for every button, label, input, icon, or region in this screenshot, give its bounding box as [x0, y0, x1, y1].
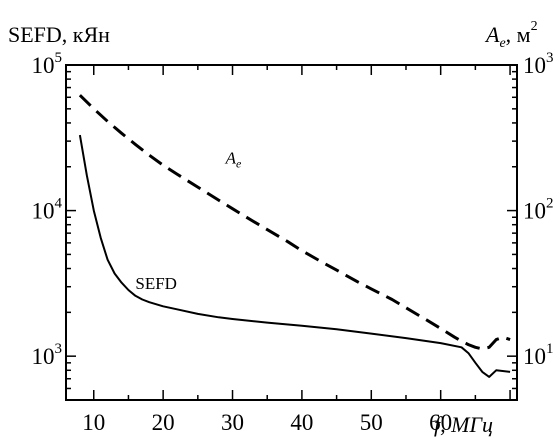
- tick-labels: 10 20 30 40 50 60 103 104 105 101 102 103: [32, 50, 554, 435]
- y-axis-right-title-sup: 2: [531, 19, 538, 34]
- x-tick-label: 40: [290, 410, 313, 435]
- y-axis-left-title: SEFD, кЯн: [8, 22, 110, 47]
- x-tick-label: 30: [221, 410, 244, 435]
- plot-frame: [65, 64, 518, 401]
- y-axis-right-title-unit: , м: [506, 22, 531, 47]
- x-tick-label: 60: [429, 410, 452, 435]
- y-right-tick-label: 103: [523, 50, 554, 78]
- series-line-sefd: [78, 134, 511, 378]
- series-labels: SEFD Ae: [135, 149, 242, 293]
- x-tick-label: 50: [360, 410, 383, 435]
- series-line-a: [78, 94, 511, 351]
- y-right-tick-label: 101: [523, 341, 554, 369]
- series-group: [78, 94, 511, 378]
- series-label-a: Ae: [225, 149, 242, 171]
- y-right-tick-label: 102: [523, 196, 554, 224]
- series-label-sefd: SEFD: [135, 274, 177, 293]
- y-left-tick-label: 105: [32, 50, 63, 78]
- x-tick-label: 20: [152, 410, 175, 435]
- x-tick-label: 10: [82, 410, 105, 435]
- axis-ticks: [66, 64, 517, 401]
- y-axis-right-title-base: A: [484, 22, 500, 47]
- y-left-tick-label: 103: [32, 341, 63, 369]
- y-left-tick-label: 104: [32, 196, 63, 224]
- x-axis-title: f, МГц: [434, 412, 493, 437]
- y-axis-right-title-sub: e: [499, 36, 505, 51]
- y-axis-right-title: Ae, м2: [484, 19, 538, 51]
